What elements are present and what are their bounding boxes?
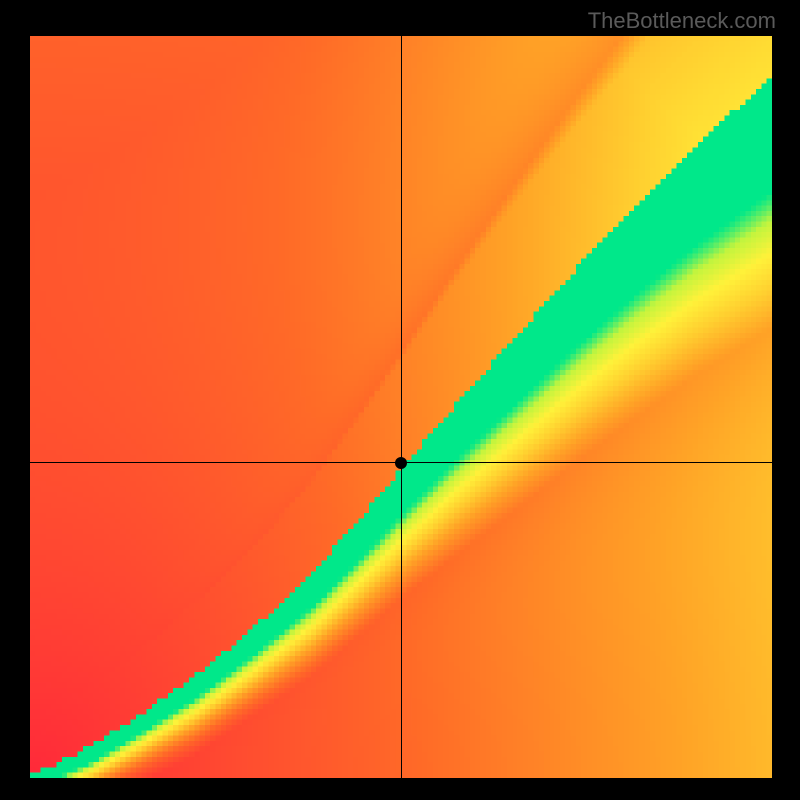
watermark-text: TheBottleneck.com bbox=[588, 8, 776, 34]
crosshair-marker bbox=[395, 457, 407, 469]
crosshair-vertical bbox=[401, 36, 402, 778]
chart-container: { "meta": { "watermark_text": "TheBottle… bbox=[0, 0, 800, 800]
